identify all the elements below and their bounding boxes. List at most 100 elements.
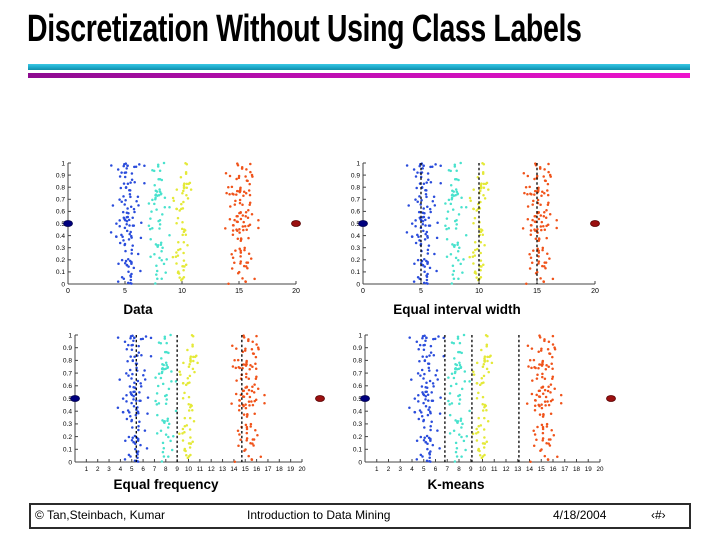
svg-text:0.5: 0.5: [351, 221, 360, 228]
bin-boundaries-layer: [444, 335, 520, 462]
y-axis-ticks: 0 0.1 0.2 0.3 0.4 0.5 0.6 0.7 0.8 0.9 1: [63, 332, 78, 466]
scatter-plot-equal-frequency: 00.10.20.30.40.50.60.70.80.911 2 3 4 5 6 7 8 9 10…: [63, 332, 325, 473]
y-axis-ticks: 0 0.1 0.2 0.3 0.4 0.5 0.6 0.7 0.8 0.9 1: [351, 160, 366, 288]
svg-text:5: 5: [419, 288, 423, 295]
svg-text:1: 1: [375, 466, 379, 473]
svg-text:0.5: 0.5: [56, 221, 65, 228]
svg-text:0: 0: [66, 288, 70, 295]
svg-text:0.7: 0.7: [63, 370, 72, 377]
plot-label-k-means: K-means: [427, 477, 485, 492]
svg-text:15: 15: [538, 466, 546, 473]
svg-text:0.2: 0.2: [353, 434, 362, 441]
svg-text:15: 15: [235, 288, 243, 295]
svg-text:4: 4: [119, 466, 123, 473]
bin-boundaries-layer: [135, 335, 243, 462]
svg-text:0: 0: [61, 281, 65, 288]
svg-text:20: 20: [298, 466, 306, 473]
left-endpoint-dot: [63, 220, 73, 227]
x-axis-ticks: 1 2 3 4 5 6 7 8 9 10 11 12 13 14 15 16 17 18 19 20: [375, 459, 604, 473]
svg-text:0.5: 0.5: [353, 396, 362, 403]
svg-text:13: 13: [514, 466, 522, 473]
svg-text:6: 6: [141, 466, 145, 473]
svg-text:0: 0: [356, 281, 360, 288]
left-endpoint-dot: [358, 220, 368, 227]
svg-text:0.6: 0.6: [63, 383, 72, 390]
svg-text:0.9: 0.9: [353, 345, 362, 352]
svg-text:7: 7: [445, 466, 449, 473]
svg-text:15: 15: [533, 288, 541, 295]
svg-text:0: 0: [68, 459, 72, 466]
points-layer: [109, 161, 260, 285]
footer-book-title: Introduction to Data Mining: [247, 508, 391, 522]
plot-label-equal-frequency: Equal frequency: [113, 477, 219, 492]
svg-text:18: 18: [276, 466, 284, 473]
divider-bar-cyan: [28, 64, 690, 70]
svg-text:0.6: 0.6: [56, 209, 65, 216]
svg-text:1: 1: [85, 466, 89, 473]
svg-text:15: 15: [242, 466, 250, 473]
svg-text:0.6: 0.6: [351, 209, 360, 216]
svg-text:17: 17: [264, 466, 272, 473]
svg-text:0.2: 0.2: [351, 257, 360, 264]
svg-text:14: 14: [526, 466, 534, 473]
svg-text:0.7: 0.7: [353, 370, 362, 377]
svg-text:11: 11: [491, 466, 498, 473]
svg-text:0.8: 0.8: [351, 185, 360, 192]
plot-label-data: Data: [123, 302, 153, 317]
svg-text:19: 19: [585, 466, 593, 473]
svg-text:0.1: 0.1: [63, 447, 72, 454]
svg-text:16: 16: [549, 466, 557, 473]
svg-text:13: 13: [219, 466, 227, 473]
svg-text:0.3: 0.3: [353, 421, 362, 428]
svg-text:9: 9: [469, 466, 473, 473]
svg-text:5: 5: [130, 466, 134, 473]
svg-text:16: 16: [253, 466, 261, 473]
svg-text:0.7: 0.7: [56, 197, 65, 204]
svg-text:0: 0: [361, 288, 365, 295]
svg-text:0: 0: [358, 459, 362, 466]
plot-label-equal-interval-width: Equal interval width: [393, 302, 521, 317]
svg-text:18: 18: [573, 466, 581, 473]
svg-text:8: 8: [457, 466, 461, 473]
svg-text:0.2: 0.2: [56, 257, 65, 264]
scatter-plot-data: 00.10.20.30.40.50.60.70.80.910 5 10 15 20: [56, 160, 301, 295]
points-layer: [405, 161, 558, 285]
right-endpoint-dot: [590, 220, 600, 227]
svg-text:12: 12: [502, 466, 510, 473]
divider-bar-magenta: [28, 73, 690, 78]
svg-text:8: 8: [164, 466, 168, 473]
svg-text:0.6: 0.6: [353, 383, 362, 390]
right-endpoint-dot: [291, 220, 301, 227]
svg-text:20: 20: [292, 288, 300, 295]
footer-bar: © Tan,Steinbach, Kumar Introduction to D…: [29, 503, 691, 529]
svg-text:10: 10: [178, 288, 186, 295]
svg-text:0.8: 0.8: [63, 358, 72, 365]
svg-text:3: 3: [398, 466, 402, 473]
svg-text:1: 1: [61, 160, 65, 167]
svg-text:2: 2: [387, 466, 391, 473]
x-axis-ticks: 0 5 10 15 20: [66, 281, 300, 295]
svg-text:0.1: 0.1: [56, 269, 65, 276]
scatter-plot-k-means: 00.10.20.30.40.50.60.70.80.911 2 3 4 5 6 7 8 9 10…: [353, 332, 616, 473]
x-axis-ticks: 0 5 10 15 20: [361, 281, 599, 295]
left-endpoint-dot: [360, 395, 370, 402]
left-endpoint-dot: [70, 395, 80, 402]
svg-text:0.4: 0.4: [351, 233, 360, 240]
svg-text:2: 2: [96, 466, 100, 473]
svg-text:0.1: 0.1: [353, 447, 362, 454]
svg-text:0.4: 0.4: [56, 233, 65, 240]
svg-text:20: 20: [591, 288, 599, 295]
svg-text:0.4: 0.4: [353, 409, 362, 416]
svg-text:0.3: 0.3: [56, 245, 65, 252]
points-layer: [408, 333, 563, 463]
svg-text:1: 1: [358, 332, 362, 339]
svg-text:0.7: 0.7: [351, 197, 360, 204]
svg-text:9: 9: [175, 466, 179, 473]
y-axis-ticks: 0 0.1 0.2 0.3 0.4 0.5 0.6 0.7 0.8 0.9 1: [56, 160, 71, 288]
svg-text:10: 10: [479, 466, 487, 473]
svg-text:0.5: 0.5: [63, 396, 72, 403]
svg-text:12: 12: [208, 466, 216, 473]
right-endpoint-dot: [315, 395, 325, 402]
svg-text:3: 3: [107, 466, 111, 473]
